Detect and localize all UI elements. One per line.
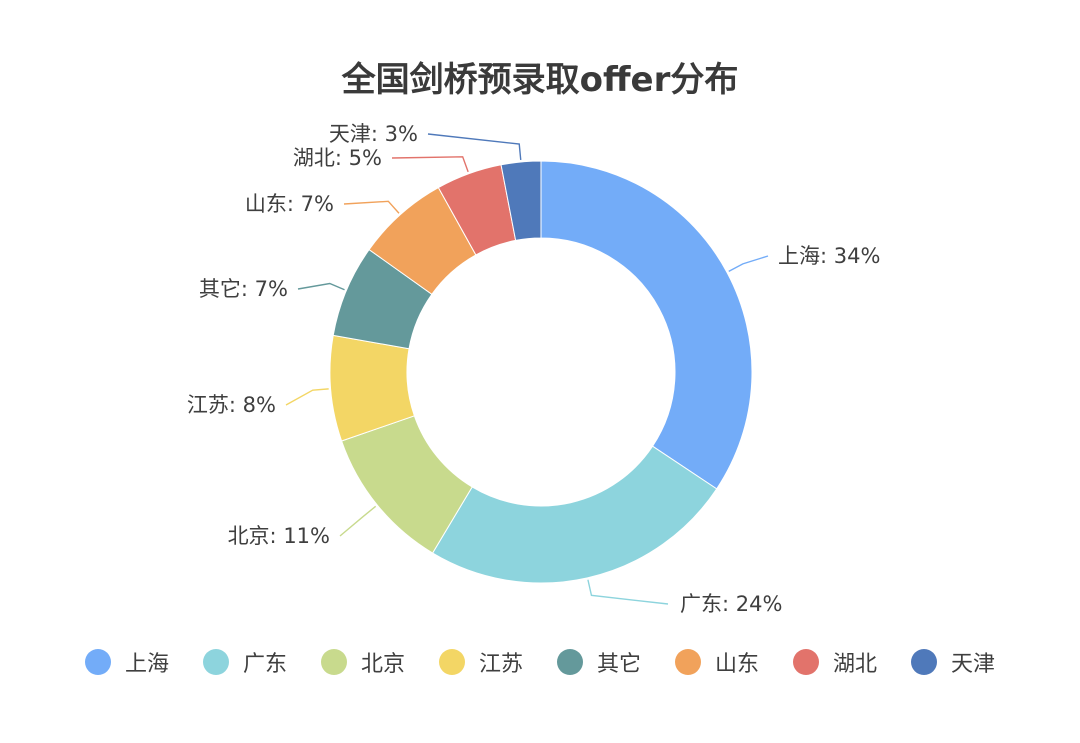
slice-label-广东: 广东: 24% bbox=[680, 592, 782, 616]
slice-广东[interactable] bbox=[431, 445, 718, 584]
legend-label: 山东 bbox=[715, 652, 760, 677]
legend-swatch bbox=[320, 649, 347, 675]
leader-line-湖北 bbox=[391, 156, 469, 173]
legend-item-江苏[interactable]: 江苏 bbox=[438, 646, 523, 678]
legend-swatch bbox=[202, 649, 229, 675]
leader-line-天津 bbox=[427, 133, 522, 161]
legend-item-天津[interactable]: 天津 bbox=[911, 646, 995, 678]
legend-label: 北京 bbox=[360, 652, 405, 677]
chart-title: 全国剑桥预录取offer分布 bbox=[341, 60, 739, 100]
legend-swatch bbox=[557, 649, 583, 675]
slice-label-其它: 其它: 7% bbox=[199, 277, 288, 301]
chart-legend: 上海 广东 北京 江苏 其它 山东 湖北 天津 bbox=[0, 646, 1080, 678]
leader-line-江苏 bbox=[285, 388, 329, 406]
legend-label: 其它 bbox=[597, 652, 642, 677]
legend-item-其它[interactable]: 其它 bbox=[557, 646, 641, 678]
slice-label-江苏: 江苏: 8% bbox=[187, 393, 276, 417]
slice-label-上海: 上海: 34% bbox=[778, 244, 880, 268]
leader-line-上海 bbox=[728, 255, 769, 273]
legend-item-山东[interactable]: 山东 bbox=[675, 646, 759, 678]
legend-item-北京[interactable]: 北京 bbox=[320, 646, 405, 678]
leader-line-山东 bbox=[343, 200, 400, 214]
legend-label: 天津 bbox=[951, 652, 996, 677]
legend-label: 上海 bbox=[124, 652, 169, 677]
legend-swatch bbox=[84, 649, 111, 675]
slice-天津[interactable] bbox=[500, 160, 542, 242]
legend-swatch bbox=[675, 649, 702, 675]
legend-item-广东[interactable]: 广东 bbox=[202, 646, 287, 678]
slice-label-天津: 天津: 3% bbox=[329, 122, 418, 146]
slice-label-湖北: 湖北: 5% bbox=[293, 146, 382, 170]
legend-label: 湖北 bbox=[833, 652, 878, 677]
legend-swatch bbox=[793, 649, 820, 675]
legend-swatch bbox=[438, 649, 465, 675]
leader-line-广东 bbox=[587, 579, 669, 605]
leader-line-其它 bbox=[297, 282, 345, 291]
legend-label: 广东 bbox=[242, 652, 287, 677]
legend-item-上海[interactable]: 上海 bbox=[84, 646, 169, 678]
slice-label-山东: 山东: 7% bbox=[245, 192, 334, 216]
legend-label: 江苏 bbox=[478, 652, 523, 677]
leader-line-北京 bbox=[339, 505, 377, 537]
slice-label-北京: 北京: 11% bbox=[228, 524, 330, 548]
slice-上海[interactable] bbox=[540, 160, 753, 490]
legend-item-湖北[interactable]: 湖北 bbox=[793, 646, 877, 678]
legend-swatch bbox=[911, 649, 938, 675]
